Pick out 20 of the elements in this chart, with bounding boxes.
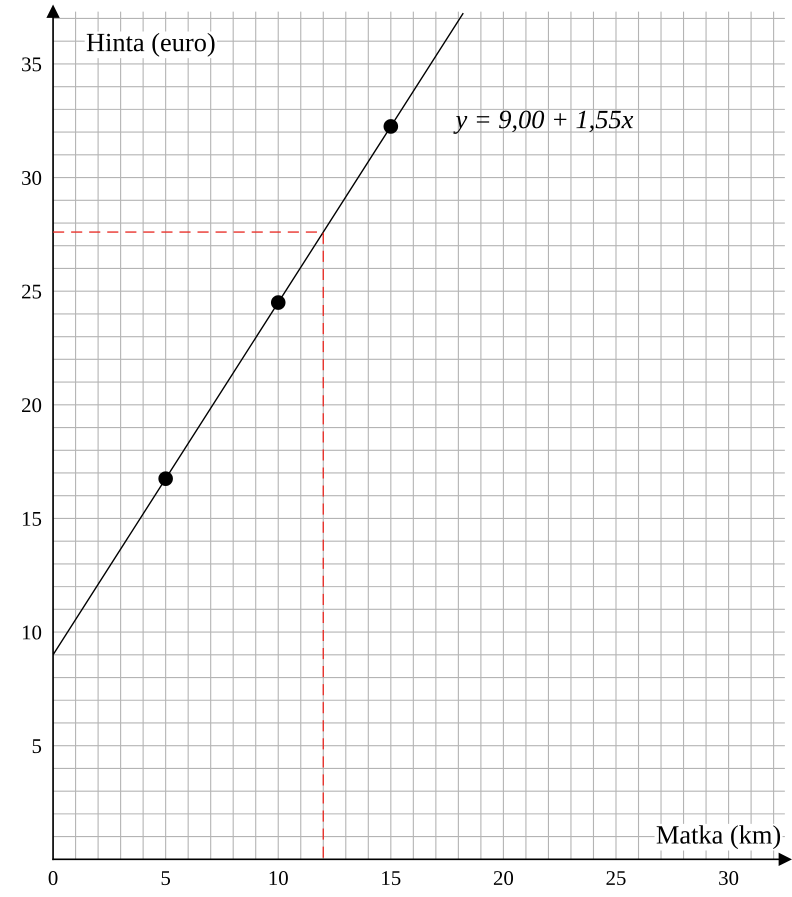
x-tick-label: 30 bbox=[719, 871, 738, 886]
point bbox=[158, 471, 173, 486]
y-tick-label: 20 bbox=[22, 398, 42, 412]
x-tick-label: 15 bbox=[382, 871, 400, 886]
x-tick-label: 20 bbox=[494, 871, 514, 886]
y-axis-title: Hinta (euro) bbox=[86, 32, 215, 57]
point bbox=[384, 119, 398, 134]
x-tick-label: 0 bbox=[48, 871, 58, 886]
point bbox=[270, 295, 286, 310]
x-tick-label: 5 bbox=[162, 871, 170, 886]
y-tick-label: 15 bbox=[22, 512, 42, 526]
x-axis-title: Matka (km) bbox=[656, 825, 780, 850]
y-tick-label: 5 bbox=[32, 739, 42, 754]
annotation: y = 9,00 + 1,55x bbox=[453, 110, 634, 134]
y-tick-label: 30 bbox=[22, 170, 42, 185]
y-tick-label: 25 bbox=[22, 284, 42, 299]
x-tick-label: 10 bbox=[270, 871, 288, 886]
y-tick-label: 10 bbox=[22, 625, 42, 640]
x-tick-label: 25 bbox=[606, 871, 626, 886]
y-tick-label: 35 bbox=[22, 57, 42, 72]
